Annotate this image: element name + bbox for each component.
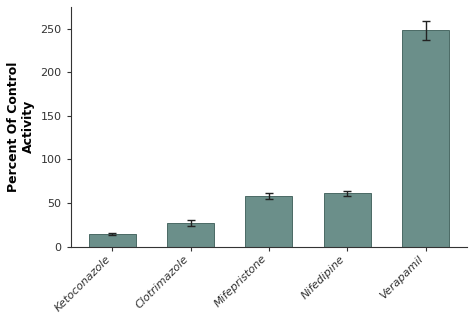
Bar xyxy=(246,196,292,246)
Bar xyxy=(167,223,214,246)
Bar xyxy=(89,234,136,246)
Y-axis label: Percent Of Control
Activity: Percent Of Control Activity xyxy=(7,61,35,192)
Bar xyxy=(402,30,449,246)
Bar xyxy=(324,193,371,246)
